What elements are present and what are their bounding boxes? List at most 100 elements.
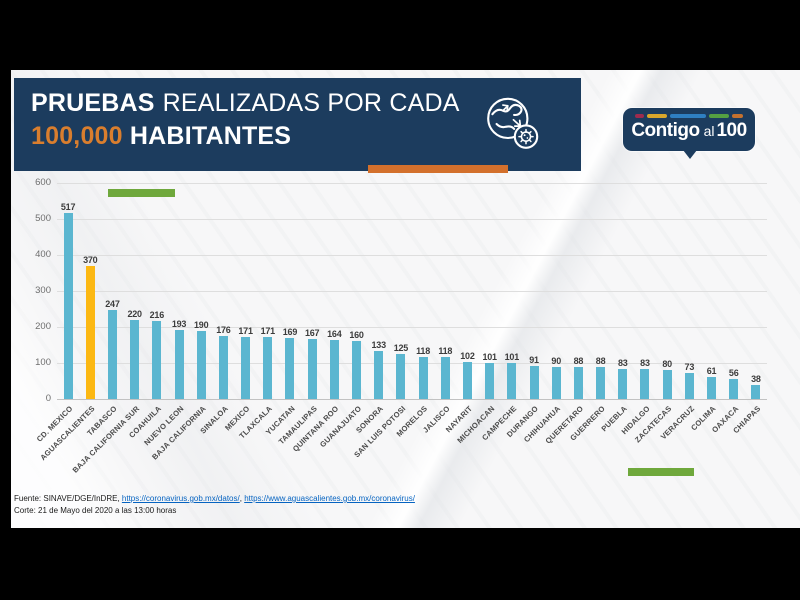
bar — [640, 369, 650, 399]
logo-speech-tail — [683, 150, 697, 159]
title-number: 100,000 — [31, 122, 123, 150]
green-accent-top — [108, 189, 175, 197]
logo-dash — [708, 114, 729, 118]
bar — [551, 366, 561, 399]
logo-word-contigo: Contigo — [631, 120, 700, 141]
logo-dash — [635, 114, 645, 118]
bar-slot: 118 JALISCO — [421, 183, 456, 435]
bar-value-label: 91 — [529, 355, 539, 366]
y-tick-label: 0 — [45, 393, 51, 404]
logo-dash — [731, 114, 743, 118]
bar-slot: 164 QUINTANA ROO — [291, 183, 345, 454]
slide: PRUEBAS REALIZADAS POR CADA 100,000 HABIT… — [11, 70, 800, 528]
logo-dash — [670, 114, 706, 118]
bar-value-label: 38 — [751, 374, 761, 385]
bar — [418, 356, 428, 399]
bar-value-label: 101 — [504, 351, 520, 362]
y-tick-label: 500 — [35, 213, 51, 224]
y-axis-labels: 0 100 200 300 400 500 600 — [11, 70, 51, 528]
bar-slot: 171 MEXICO — [224, 183, 257, 432]
bar — [596, 367, 606, 399]
bar-value-label: 216 — [149, 310, 165, 321]
bar-slot: 169 YUCATAN — [264, 183, 301, 437]
bar-value-label: 169 — [282, 327, 298, 338]
bar-value-label: 167 — [304, 327, 320, 338]
logo-dash — [647, 114, 668, 118]
logo-dashes — [635, 114, 743, 118]
bar — [130, 319, 140, 399]
bar — [107, 310, 117, 399]
bar — [618, 369, 628, 399]
bar — [196, 330, 206, 399]
bar — [707, 377, 717, 399]
bar — [218, 335, 228, 399]
bar-slot: 61 COLIMA — [690, 183, 722, 432]
bar — [729, 378, 739, 399]
source-link-2[interactable]: https://www.aguascalientes.gob.mx/corona… — [244, 494, 415, 503]
bar-value-label: 160 — [349, 330, 364, 341]
gridline-400 — [57, 255, 767, 256]
bar-slot: 167 TAMAULIPAS — [276, 183, 323, 446]
bar — [440, 356, 450, 399]
bar-slot: 370 AGUASCALIENTES — [38, 183, 101, 462]
bar-value-label: 101 — [482, 351, 497, 362]
bar — [329, 339, 339, 399]
gridline-0 — [57, 399, 767, 400]
plot-area: 517 CD. MEXICO 370 AGUASCALIENTES 247 TABASCO… — [35, 183, 767, 475]
bar — [462, 362, 472, 399]
bar-slot: 118 MORELOS — [395, 183, 434, 439]
bar-value-label: 73 — [684, 361, 695, 372]
bar-value-label: 118 — [438, 345, 453, 356]
gridline-600 — [57, 183, 767, 184]
source-link-1[interactable]: https://coronavirus.gob.mx/datos/ — [121, 494, 240, 503]
bar-value-label: 80 — [662, 359, 672, 370]
y-tick-label: 200 — [35, 321, 51, 332]
bar-slot: 193 NUEVO LEON — [142, 183, 190, 448]
title-line1-rest: REALIZADAS POR CADA — [162, 89, 460, 117]
bar-slot: 80 ZACATECAS — [633, 183, 678, 444]
gridline-100 — [57, 363, 767, 364]
bar-slot: 101 CAMPECHE — [480, 183, 523, 443]
source-line: Fuente: SINAVE/DGE/InDRE, https://corona… — [14, 493, 415, 505]
source-label: Fuente: SINAVE/DGE/InDRE, — [14, 494, 122, 503]
footer: Fuente: SINAVE/DGE/InDRE, https://corona… — [14, 493, 415, 516]
bar-slot: 73 VERACRUZ — [658, 183, 700, 442]
logo-text: Contigo al 100 — [623, 120, 755, 142]
bar — [174, 329, 184, 399]
gridlines — [57, 70, 767, 528]
gridline-200 — [57, 327, 767, 328]
bar-value-label: 88 — [573, 356, 584, 367]
bar-value-label: 193 — [171, 318, 187, 329]
bar-value-label: 90 — [551, 355, 562, 366]
bar-value-label: 118 — [416, 345, 431, 356]
bar-slot: 83 HIDALGO — [619, 183, 656, 436]
y-tick-label: 100 — [35, 357, 51, 368]
bar-slot: 133 SONORA — [354, 183, 390, 435]
bar — [352, 341, 362, 399]
bar-value-label: 133 — [371, 340, 387, 351]
bar-slot: 102 NAYARIT — [444, 183, 478, 434]
page-title: PRUEBAS REALIZADAS POR CADA 100,000 HABIT… — [31, 87, 460, 153]
bar-slot: 88 QUERETARO — [543, 183, 589, 445]
bar-value-label: 171 — [260, 326, 276, 337]
bar-slot: 176 SINALOA — [198, 183, 234, 436]
bar-slot: 101 MICHOACAN — [455, 183, 501, 445]
bar-value-label: 56 — [728, 367, 739, 378]
bar-value-label: 83 — [617, 358, 628, 369]
bar-slot: 91 DURANGO — [505, 183, 545, 439]
bar-value-label: 176 — [216, 324, 231, 335]
bar — [573, 367, 583, 399]
contigo-al-100-logo: Contigo al 100 — [623, 108, 755, 159]
bar — [152, 321, 162, 399]
source-link-separator: , — [239, 494, 245, 503]
bar-slot: 83 PUEBLA — [600, 183, 634, 433]
bar-value-label: 247 — [105, 299, 120, 310]
bar-value-label: 220 — [127, 308, 142, 319]
bar — [63, 212, 73, 399]
y-tick-label: 400 — [35, 249, 51, 260]
bar-slot: 216 COAHUILA — [127, 183, 168, 440]
bar — [507, 362, 517, 399]
bar — [485, 362, 495, 399]
bar-value-label: 88 — [595, 356, 606, 367]
